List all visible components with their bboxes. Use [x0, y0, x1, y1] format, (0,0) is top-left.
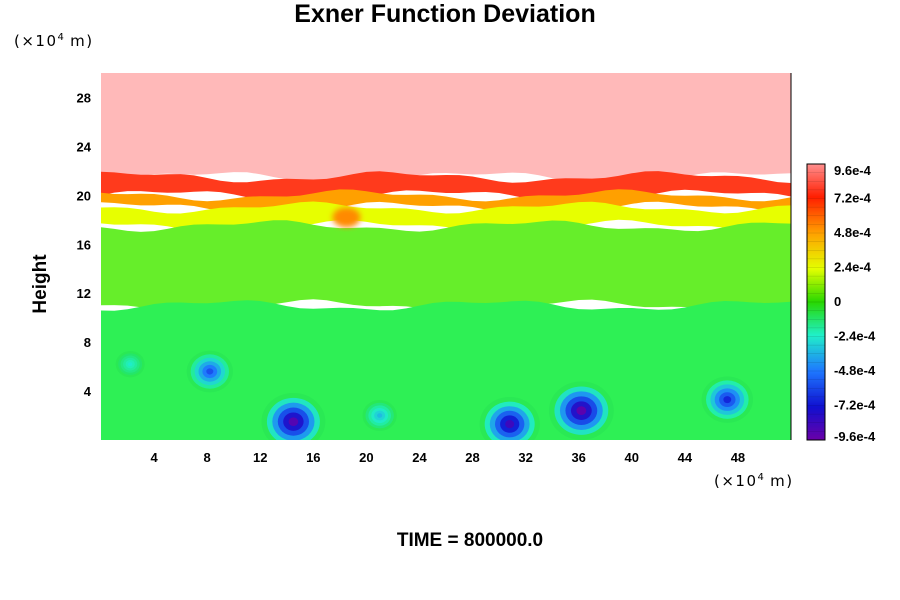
- colorbar-label: 4.8e-4: [834, 225, 872, 240]
- colorbar-label: -2.4e-4: [834, 329, 876, 344]
- x-tick-label: 24: [412, 450, 427, 465]
- x-tick-label: 8: [204, 450, 211, 465]
- colorbar-label: 7.2e-4: [834, 191, 872, 206]
- x-tick-label: 48: [731, 450, 745, 465]
- y-tick-label: 16: [77, 237, 91, 252]
- field-layer: [101, 73, 791, 183]
- x-tick-label: 40: [625, 450, 639, 465]
- x-axis: 4 8 12 16 20 24 28 32 36 40 44 48: [150, 450, 745, 465]
- low-pressure-center: [701, 376, 754, 423]
- y-tick-label: 12: [77, 286, 91, 301]
- x-tick-label: 28: [465, 450, 479, 465]
- x-tick-label: 4: [150, 450, 158, 465]
- field-dip: [332, 207, 361, 228]
- chart-title: Exner Function Deviation: [294, 0, 596, 28]
- feature-ring: [288, 417, 299, 426]
- x-tick-label: 20: [359, 450, 373, 465]
- colorbar-label: -4.8e-4: [834, 363, 876, 378]
- field-layer: [101, 220, 791, 312]
- colorbar-label: -7.2e-4: [834, 398, 876, 413]
- y-tick-label: 20: [77, 188, 91, 203]
- feature-ring: [377, 413, 383, 418]
- colorbar-label: 9.6e-4: [834, 163, 872, 178]
- x-tick-label: 12: [253, 450, 267, 465]
- x-axis-unit: (×104 m): [714, 472, 794, 490]
- y-tick-label: 28: [77, 90, 91, 105]
- colorbar-bands: [807, 172, 825, 432]
- low-pressure-center: [548, 381, 614, 440]
- y-axis: 4 8 12 16 20 24 28: [77, 90, 92, 399]
- x-tick-label: 36: [571, 450, 585, 465]
- field-features: [115, 350, 754, 440]
- y-axis-unit: (×104 m): [14, 32, 94, 50]
- low-pressure-center: [479, 397, 540, 440]
- x-tick-label: 44: [678, 450, 693, 465]
- plot-area: [101, 73, 791, 440]
- low-pressure-center: [362, 400, 397, 431]
- low-pressure-center: [261, 392, 326, 440]
- feature-ring: [127, 362, 133, 367]
- feature-ring: [576, 406, 587, 416]
- x-tick-label: 32: [518, 450, 532, 465]
- feature-ring: [505, 419, 515, 429]
- low-pressure-center: [186, 350, 233, 393]
- colorbar-label: -9.6e-4: [834, 429, 876, 444]
- feature-ring: [206, 368, 214, 375]
- y-tick-label: 4: [84, 384, 92, 399]
- x-tick-label: 16: [306, 450, 320, 465]
- y-tick-label: 8: [84, 335, 91, 350]
- colorbar-label: 0: [834, 294, 841, 309]
- colorbar: 9.6e-4 7.2e-4 4.8e-4 2.4e-4 0 -2.4e-4 -4.8e-4 -…: [806, 163, 876, 444]
- colorbar-label: 2.4e-4: [834, 260, 872, 275]
- colorbar-gradient: [806, 163, 826, 441]
- low-pressure-center: [115, 351, 145, 378]
- colorbar-labels: 9.6e-4 7.2e-4 4.8e-4 2.4e-4 0 -2.4e-4 -4.8e-4 -…: [834, 163, 876, 444]
- feature-ring: [723, 396, 732, 404]
- y-tick-label: 24: [77, 139, 92, 154]
- time-label: TIME = 800000.0: [396, 530, 544, 551]
